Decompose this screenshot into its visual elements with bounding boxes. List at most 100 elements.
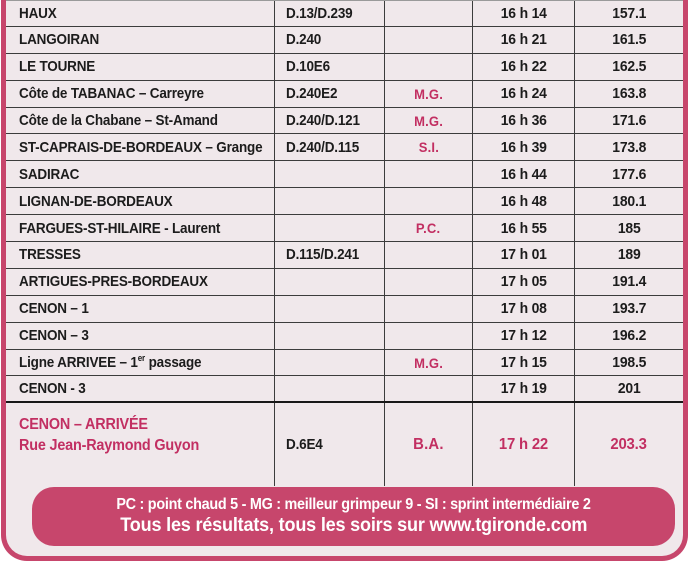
road-label: D.240/D.115 (286, 138, 360, 156)
marker-badge: B.A. (413, 435, 444, 453)
time-cell: 16 h 24 (473, 80, 575, 107)
km-cell: 177.6 (575, 161, 683, 187)
place-cell: TRESSES (6, 242, 275, 268)
table-row: ST-CAPRAIS-DE-BORDEAUX – Grange D.240/D.1… (6, 134, 683, 162)
place-cell: CENON – 1 (6, 295, 275, 322)
km-cell: 180.1 (575, 188, 683, 214)
place-name: FARGUES-ST-HILAIRE - Laurent (19, 220, 220, 237)
road-cell (275, 161, 385, 188)
place-cell: Ligne ARRIVEE – 1er passage (6, 349, 275, 376)
road-cell: D.13/D.239 (275, 1, 385, 26)
place-name: HAUX (19, 5, 57, 22)
marker-cell (385, 295, 473, 322)
marker-cell (385, 322, 473, 349)
km-cell: 171.6 (575, 108, 683, 134)
place-cell: SADIRAC (6, 161, 275, 188)
km-label: 161.5 (611, 31, 646, 49)
marker-badge: M.G. (414, 85, 443, 102)
km-cell: 201 (575, 376, 683, 401)
place-name-text: ST-CAPRAIS-DE-BORDEAUX – Grange (19, 138, 263, 156)
marker-cell (385, 268, 473, 295)
place-cell: LIGNAN-DE-BORDEAUX (6, 188, 275, 215)
marker-cell: M.G. (385, 349, 473, 376)
time-label: 16 h 44 (500, 165, 547, 183)
km-cell: 162.5 (575, 54, 683, 80)
km-cell: 173.8 (575, 134, 683, 160)
place-name-line: Rue Jean-Raymond Guyon (19, 437, 200, 455)
place-cell: Côte de la Chabane – St-Amand (6, 107, 275, 134)
road-cell (275, 295, 385, 322)
place-name-text: SADIRAC (19, 165, 80, 183)
place-name: Côte de TABANAC – Carreyre (19, 85, 204, 102)
place-name-text: ARTIGUES-PRES-BORDEAUX (19, 273, 208, 291)
km-cell: 191.4 (575, 269, 683, 295)
place-name: ST-CAPRAIS-DE-BORDEAUX – Grange (19, 138, 263, 156)
table-row: Ligne ARRIVEE – 1er passage M.G. 17 h 15 19… (6, 349, 683, 377)
marker-badge: M.G. (414, 112, 443, 129)
time-cell: 17 h 05 (473, 268, 575, 295)
place-cell: CENON – ARRIVÉE Rue Jean-Raymond Guyon (6, 403, 275, 487)
place-cell: CENON – 3 (6, 322, 275, 349)
road-cell: D.10E6 (275, 53, 385, 80)
table-row: Côte de la Chabane – St-Amand D.240/D.121… (6, 107, 683, 135)
marker-cell (385, 1, 473, 26)
marker-cell (385, 376, 473, 402)
place-name: CENON - 3 (19, 380, 86, 397)
place-cell: ST-CAPRAIS-DE-BORDEAUX – Grange (6, 134, 275, 161)
time-label: 16 h 55 (500, 219, 547, 237)
time-label: 17 h 19 (500, 380, 547, 398)
road-label: D.115/D.241 (286, 246, 360, 264)
place-cell: ARTIGUES-PRES-BORDEAUX (6, 268, 275, 295)
time-cell: 17 h 15 (473, 349, 575, 376)
time-cell: 16 h 48 (473, 188, 575, 215)
place-name: CENON – 1 (19, 300, 89, 317)
road-cell (275, 322, 385, 349)
table-row: SADIRAC 16 h 44 177.6 (6, 161, 683, 189)
time-label: 17 h 05 (500, 273, 547, 291)
place-name-text: Ligne ARRIVEE – 1 (19, 354, 138, 372)
marker-badge: P.C. (416, 220, 441, 237)
km-label: 157.1 (611, 4, 646, 22)
km-label: 193.7 (611, 300, 646, 318)
place-cell: FARGUES-ST-HILAIRE - Laurent (6, 215, 275, 242)
place-name-text: TRESSES (19, 246, 81, 264)
place-name-text: CENON – 1 (19, 300, 89, 318)
km-cell: 163.8 (575, 81, 683, 107)
table-row: CENON - 3 17 h 19 201 (6, 376, 683, 404)
place-name-text: CENON – 3 (19, 327, 89, 345)
time-cell: 16 h 14 (473, 1, 575, 26)
time-label: 16 h 24 (500, 85, 547, 103)
road-cell (275, 376, 385, 402)
road-cell: D.115/D.241 (275, 242, 385, 268)
marker-cell (385, 53, 473, 80)
time-label: 17 h 15 (500, 354, 547, 372)
time-label: 16 h 14 (500, 4, 547, 22)
road-cell: D.6E4 (275, 403, 385, 487)
road-cell: D.240/D.121 (275, 107, 385, 134)
road-cell (275, 268, 385, 295)
road-label: D.240/D.121 (286, 112, 360, 129)
ordinal-superscript: er (137, 353, 146, 364)
km-cell: 161.5 (575, 27, 683, 53)
km-label: 162.5 (611, 58, 646, 76)
km-cell: 193.7 (575, 296, 683, 322)
place-cell: LE TOURNE (6, 53, 275, 80)
place-name: ARTIGUES-PRES-BORDEAUX (19, 273, 208, 290)
km-cell: 185 (575, 215, 683, 241)
km-cell: 157.1 (575, 1, 683, 26)
place-name-text: FARGUES-ST-HILAIRE - Laurent (19, 219, 221, 237)
table-row: LIGNAN-DE-BORDEAUX 16 h 48 180.1 (6, 188, 683, 216)
time-cell: 17 h 12 (473, 322, 575, 349)
road-cell: D.240E2 (275, 80, 385, 107)
marker-cell (385, 161, 473, 188)
footer-banner: PC : point chaud 5 - MG : meilleur grimp… (32, 487, 675, 547)
place-name-line: CENON – ARRIVÉE (19, 416, 148, 434)
time-cell: 16 h 36 (473, 107, 575, 134)
road-cell: D.240 (275, 26, 385, 53)
marker-cell (385, 188, 473, 215)
table-row: LANGOIRAN D.240 16 h 21 161.5 (6, 26, 683, 54)
table-row: CENON – 1 17 h 08 193.7 (6, 295, 683, 323)
km-cell: 203.3 (575, 403, 683, 486)
